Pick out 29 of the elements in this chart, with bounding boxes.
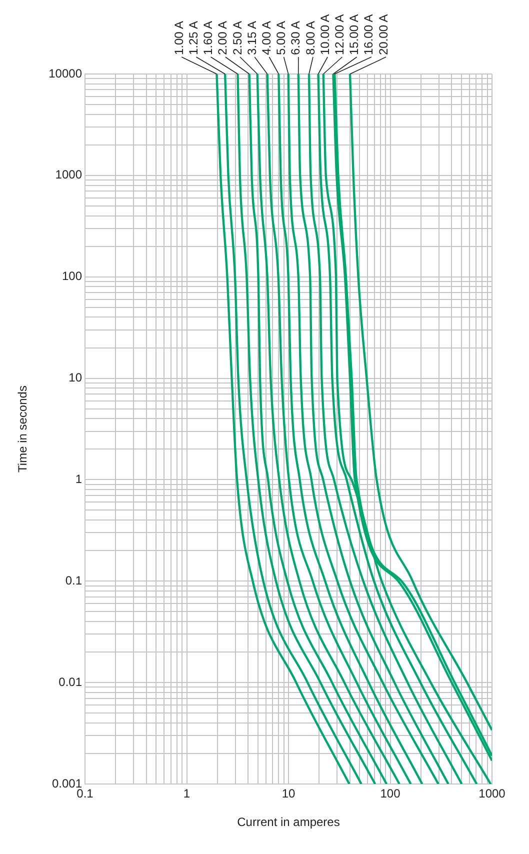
x-tick-label: 100: [380, 786, 401, 801]
text: 16.00 A: [362, 14, 376, 55]
x-tick-label: 10: [282, 786, 296, 801]
y-axis-title: Time in seconds: [16, 386, 30, 472]
x-tick-label: 1000: [478, 786, 506, 801]
text: 8.00 A: [303, 20, 318, 55]
text: 10.00 A: [318, 14, 332, 55]
y-tick-label: 100: [62, 269, 82, 284]
y-tick-label: 1: [75, 472, 82, 486]
text: 12.00 A: [332, 14, 347, 55]
text: 1.60 A: [201, 20, 216, 55]
text: 15.00 A: [347, 14, 362, 55]
x-tick-label: 1: [183, 786, 190, 801]
text: 3.15 A: [244, 20, 259, 55]
y-tick-label: 1000: [55, 168, 82, 182]
y-tick-label: 10: [68, 370, 82, 385]
y-tick-label: 0.001: [52, 776, 82, 790]
text: 1.25 A: [186, 20, 201, 55]
text: 2.00 A: [216, 20, 230, 55]
text: 1.00 A: [172, 20, 186, 55]
text: 2.50 A: [230, 20, 244, 55]
y-tick-label: 0.1: [65, 573, 82, 588]
y-tick-label: 10000: [48, 66, 82, 80]
text: 4.00 A: [260, 20, 274, 55]
text: 5.00 A: [274, 20, 288, 55]
x-axis-title: Current in amperes: [237, 815, 340, 830]
text: 6.30 A: [288, 20, 303, 55]
y-tick-label: 0.01: [58, 674, 82, 689]
text: 20.00 A: [376, 14, 390, 55]
